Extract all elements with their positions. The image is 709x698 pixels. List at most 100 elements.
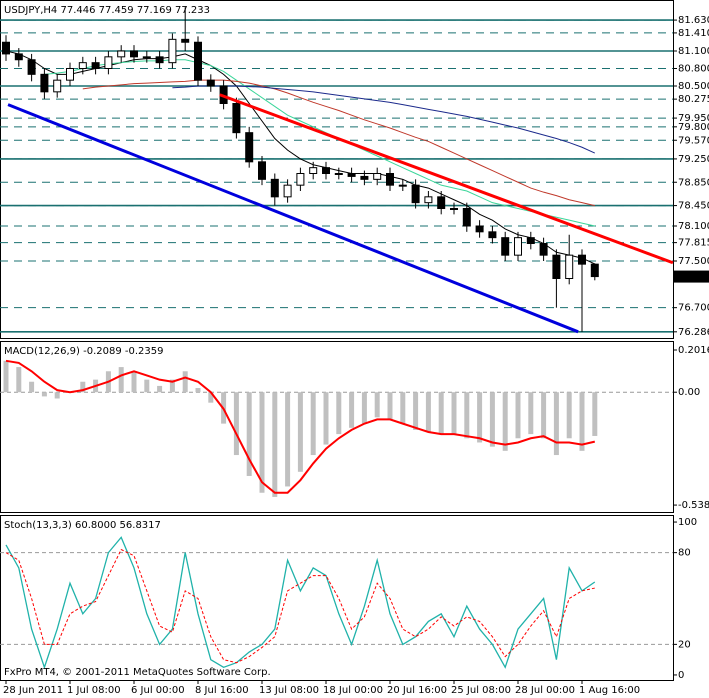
macd-bar	[246, 392, 252, 476]
trend-line	[7, 103, 579, 334]
candle-body	[411, 184, 420, 204]
signal-line	[5, 359, 596, 494]
candle-body	[245, 132, 254, 163]
stoch-line	[5, 548, 595, 664]
x-tick-label: 20 Jul 16:00	[387, 685, 447, 696]
candle-body	[424, 196, 433, 204]
macd-bar	[259, 392, 265, 493]
macd-bar	[29, 381, 35, 393]
last-price-label: 77.233	[677, 272, 709, 283]
x-tick-label: 1 Aug 16:00	[579, 685, 640, 696]
x-tick-label: 1 Jul 08:00	[67, 685, 121, 696]
y-tick-label: 20	[678, 639, 691, 650]
macd-bar	[182, 371, 188, 393]
y-tick-label: 100	[678, 517, 697, 528]
copyright-note: FxPro MT4, © 2001-2011 MetaQuotes Softwa…	[4, 667, 271, 678]
candle-body	[334, 173, 343, 175]
macd-bar	[541, 392, 547, 439]
panel-title: MACD(12,26,9) -0.2089 -0.2359	[4, 346, 164, 357]
macd-bar	[592, 392, 598, 436]
macd-bar	[438, 392, 444, 435]
y-tick-label: 0.00	[678, 387, 700, 398]
macd-bar	[374, 392, 380, 418]
y-tick-label: 78.100	[678, 221, 709, 232]
candle-body	[398, 184, 407, 187]
candle-body	[78, 62, 87, 70]
candle-body	[526, 237, 535, 245]
candle-body	[14, 53, 23, 61]
macd-bar	[323, 392, 329, 445]
y-tick-label: 77.500	[678, 256, 709, 267]
y-tick-label: 78.850	[678, 177, 709, 188]
x-tick-label: 6 Jul 00:00	[131, 685, 185, 696]
candle-body	[155, 56, 164, 64]
candle-body	[309, 167, 318, 175]
macd-bar	[54, 392, 60, 399]
macd-bar	[41, 392, 47, 397]
candle-body	[514, 237, 522, 256]
macd-bar	[310, 392, 316, 456]
moving-average	[82, 79, 595, 207]
candle-body	[437, 196, 446, 209]
x-tick-label: 28 Jun 2011	[3, 685, 63, 696]
candle-body	[117, 50, 126, 58]
candle-body	[488, 231, 497, 239]
y-tick-label: 81.410	[678, 28, 709, 39]
x-tick-label: 8 Jul 16:00	[195, 685, 249, 696]
candle-body	[565, 254, 574, 280]
candle-body	[475, 225, 484, 233]
macd-bar	[118, 367, 124, 393]
macd-bar	[169, 379, 175, 393]
macd-bar	[413, 392, 419, 430]
candle-body	[296, 173, 305, 186]
y-tick-label: 77.815	[678, 238, 709, 249]
y-tick-label: 79.250	[678, 154, 709, 165]
candle-body	[322, 167, 330, 175]
macd-bar	[553, 392, 559, 456]
candle-body	[91, 62, 100, 70]
candle-body	[386, 173, 394, 186]
y-tick-label: 78.450	[678, 201, 709, 212]
macd-bar	[272, 392, 278, 497]
macd-bar	[157, 385, 163, 393]
macd-bar	[144, 379, 150, 393]
candle-body	[270, 178, 279, 198]
y-tick-label: 81.100	[678, 46, 709, 57]
moving-average	[5, 50, 596, 265]
y-tick-label: 79.570	[678, 135, 709, 146]
candle-body	[168, 38, 177, 64]
macd-bar	[285, 392, 291, 487]
moving-average	[172, 85, 596, 154]
candle-body	[104, 56, 113, 69]
y-tick-label: 79.950	[678, 113, 709, 124]
macd-bar	[387, 392, 393, 420]
moving-average	[44, 59, 595, 227]
y-tick-label: 76.286	[678, 327, 709, 338]
candle-body	[552, 254, 561, 280]
macd-bar	[3, 360, 9, 393]
y-tick-label: 80.800	[678, 64, 709, 75]
candle-body	[539, 243, 548, 256]
candle-body	[66, 68, 74, 81]
candle-body	[27, 59, 36, 75]
stoch-line	[5, 536, 596, 670]
macd-bar	[80, 381, 86, 393]
candle-body	[373, 173, 382, 180]
candle-body	[590, 263, 599, 278]
last-price-box	[674, 270, 709, 283]
macd-bar	[336, 392, 342, 435]
y-tick-label: 76.700	[678, 303, 709, 314]
y-tick-label: 80.500	[678, 81, 709, 92]
x-tick-label: 18 Jul 00:00	[323, 685, 383, 696]
y-tick-label: 81.630	[678, 15, 709, 26]
macd-bar	[489, 392, 495, 447]
macd-bar	[425, 392, 431, 433]
macd-bar	[502, 392, 508, 451]
macd-bar	[233, 392, 239, 456]
macd-bar	[131, 371, 137, 393]
x-tick-label: 28 Jul 00:00	[515, 685, 575, 696]
macd-bar	[361, 392, 367, 424]
y-tick-label: 79.800	[678, 122, 709, 133]
x-tick-label: 13 Jul 08:00	[259, 685, 319, 696]
macd-bar	[464, 392, 470, 439]
